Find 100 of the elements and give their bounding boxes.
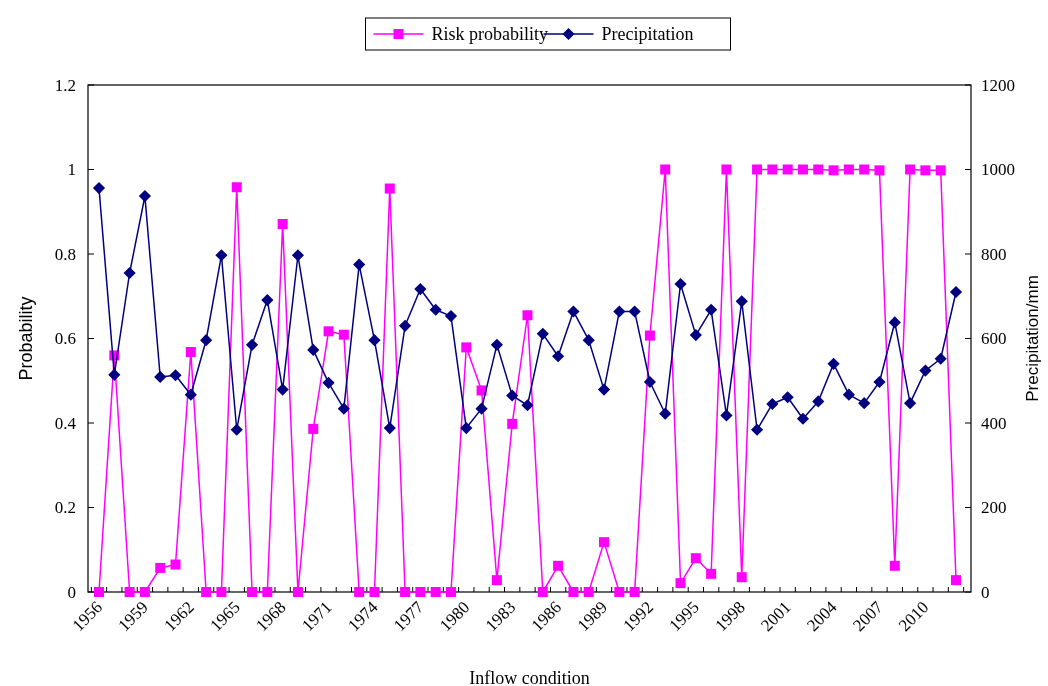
point	[277, 219, 288, 229]
point	[735, 295, 748, 308]
point	[920, 165, 931, 176]
point	[231, 182, 242, 193]
point	[705, 303, 718, 316]
point	[415, 587, 426, 597]
point	[92, 182, 106, 195]
y-tick-label: 0	[67, 582, 76, 602]
point	[445, 587, 456, 597]
point	[369, 587, 380, 597]
point	[201, 587, 212, 597]
point	[628, 305, 641, 318]
point	[276, 383, 289, 396]
point	[537, 587, 548, 597]
point	[124, 587, 135, 597]
point	[644, 330, 655, 341]
point	[337, 402, 350, 415]
point	[461, 342, 472, 353]
point	[934, 352, 947, 365]
point	[767, 164, 778, 175]
point	[874, 165, 885, 176]
point	[750, 423, 764, 436]
point	[597, 383, 611, 396]
point	[766, 397, 779, 411]
point	[689, 329, 702, 342]
point	[643, 375, 657, 389]
point	[752, 164, 763, 175]
point	[919, 364, 932, 377]
point	[506, 389, 519, 402]
point	[813, 164, 824, 175]
point	[475, 402, 488, 415]
point	[200, 334, 213, 347]
point	[291, 249, 305, 262]
point	[216, 587, 227, 597]
point	[951, 575, 961, 586]
legend-label: Precipitation	[601, 24, 694, 45]
point	[690, 553, 701, 564]
y2-axis-title: Precipitation/mm	[1023, 275, 1042, 402]
point	[675, 578, 686, 589]
point	[660, 164, 671, 175]
point	[123, 266, 136, 280]
point	[873, 375, 886, 389]
point	[827, 357, 840, 370]
point	[155, 562, 166, 573]
point	[398, 319, 412, 332]
point	[368, 334, 381, 347]
point	[659, 407, 672, 420]
point	[353, 258, 366, 271]
y-axis-title: Probability	[16, 296, 36, 381]
point	[414, 282, 427, 296]
point	[384, 183, 395, 194]
point	[247, 587, 258, 597]
point	[582, 334, 595, 347]
point	[94, 587, 104, 597]
point	[935, 165, 946, 176]
point	[553, 560, 564, 571]
point	[720, 409, 733, 422]
point	[889, 560, 900, 571]
point	[215, 249, 228, 262]
point	[400, 587, 411, 597]
y2-tick-label: 200	[981, 498, 1007, 518]
point	[507, 418, 518, 429]
point	[323, 326, 334, 337]
point	[184, 388, 197, 401]
point	[230, 423, 243, 436]
y2-tick-label: 400	[981, 413, 1007, 433]
point	[706, 568, 717, 579]
point	[812, 395, 825, 408]
y2-tick-label: 800	[981, 244, 1007, 264]
y-tick-label: 0.2	[54, 498, 76, 518]
point	[552, 350, 565, 363]
point	[108, 368, 121, 381]
point	[736, 572, 747, 583]
point	[905, 164, 916, 175]
point	[245, 338, 259, 351]
point	[781, 391, 794, 404]
y2-tick-label: 1200	[981, 75, 1015, 95]
point	[904, 397, 917, 410]
y2-tick-label: 0	[981, 582, 990, 602]
point	[262, 587, 273, 597]
point	[170, 559, 181, 570]
point	[169, 369, 182, 382]
point	[858, 397, 871, 410]
y-tick-label: 1	[67, 160, 76, 180]
point	[185, 347, 196, 358]
y-tick-label: 0.4	[54, 413, 77, 433]
point	[292, 587, 303, 597]
point	[522, 310, 533, 321]
point	[444, 310, 458, 323]
y2-tick-label: 600	[981, 329, 1007, 349]
point	[843, 164, 854, 175]
y-tick-label: 0.6	[54, 329, 76, 349]
point	[828, 165, 839, 176]
point	[859, 164, 870, 175]
x-axis-title: Inflow condition	[469, 668, 590, 686]
point	[154, 370, 167, 384]
point	[460, 421, 473, 435]
point	[322, 376, 335, 389]
point	[797, 164, 808, 175]
point	[674, 277, 687, 291]
